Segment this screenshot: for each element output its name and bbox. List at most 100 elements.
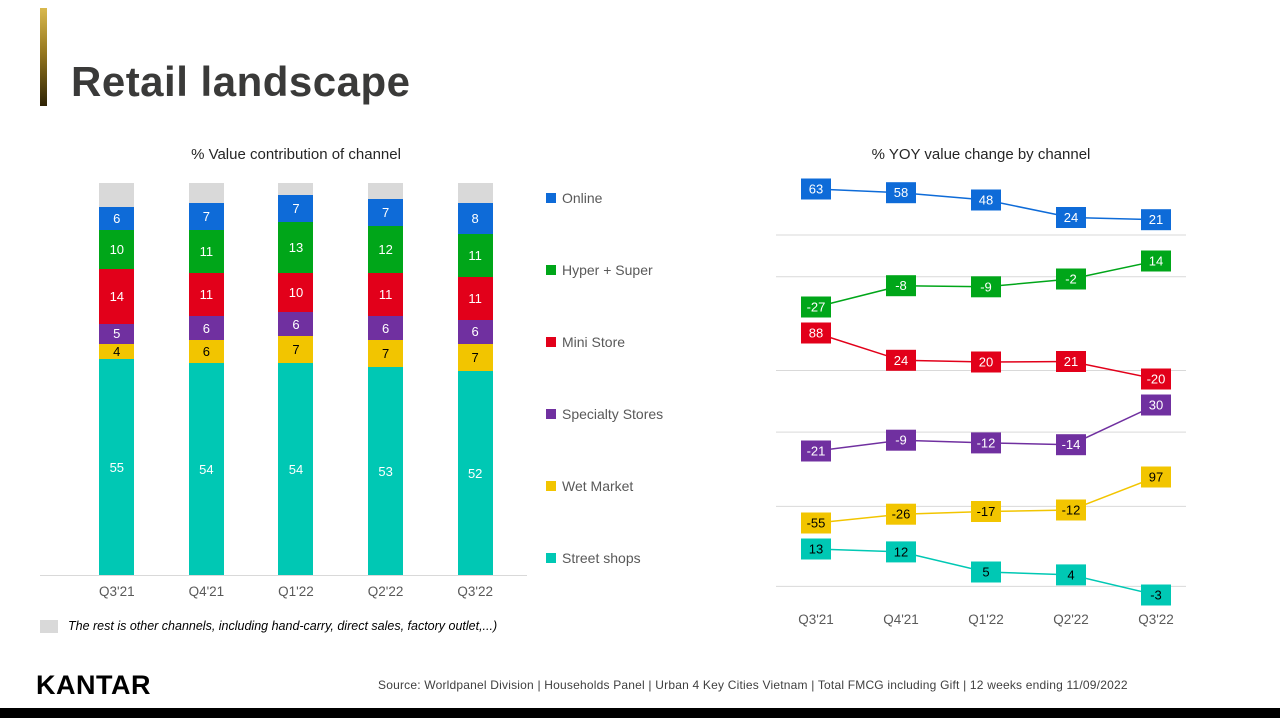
- yoy-row-specialty-stores: -21 -9 -12 -14 30: [766, 392, 1196, 464]
- bar-segment-street-shops: 54: [188, 363, 224, 575]
- bar-segment-other-channels: [188, 183, 224, 203]
- bar-segment-mini-store: 14: [99, 269, 135, 325]
- line-chart-street-shops: 13 12 5 4 -3: [776, 538, 1186, 606]
- legend-label: Specialty Stores: [562, 406, 664, 422]
- yoy-row-mini-store: 88 24 20 21 -20: [766, 320, 1196, 392]
- bar-segment-hyper-super: 12: [368, 226, 404, 274]
- data-label: -21: [807, 444, 826, 459]
- data-label-box: [1056, 351, 1086, 372]
- data-label-box: [1056, 564, 1086, 586]
- legend-label: Mini Store: [562, 334, 626, 350]
- bar-segment-other-channels: [368, 183, 404, 199]
- legend-item-specialty-stores: Specialty Stores: [546, 378, 726, 450]
- data-label-box: [886, 275, 916, 297]
- x-axis-label: Q1'22: [968, 612, 1004, 627]
- data-label: -26: [892, 507, 911, 522]
- data-label: -12: [977, 435, 996, 450]
- bar-segment-wet-market: 7: [368, 339, 404, 368]
- bar-segment-street-shops: 53: [368, 367, 404, 575]
- data-label: 97: [1149, 470, 1163, 485]
- data-label-box: [1141, 466, 1171, 488]
- yoy-change-chart: % YOY value change by channel 63 58 48 24 21…: [766, 146, 1196, 632]
- data-label: -55: [807, 516, 826, 531]
- data-label-box: [971, 432, 1001, 454]
- data-label: 21: [1064, 354, 1078, 369]
- data-label-box: [886, 503, 916, 525]
- line-chart-hyper-super: -27 -8 -9 -2 14: [776, 250, 1186, 318]
- bar-segment-wet-market: 7: [278, 335, 314, 364]
- bar-stack: 7 13 10 6 7 54: [278, 183, 314, 575]
- x-axis-label: Q2'22: [1053, 612, 1089, 627]
- legend-swatch-online: [546, 193, 556, 203]
- left-x-axis-line: [40, 575, 527, 576]
- bar-segment-specialty-stores: 6: [278, 312, 314, 336]
- channel-legend: Online Hyper + Super Mini Store Specialty S…: [546, 162, 726, 594]
- x-axis-label: Q1'22: [278, 584, 314, 599]
- legend-swatch-street-shops: [546, 553, 556, 563]
- data-label: -8: [895, 278, 907, 293]
- bar-segment-specialty-stores: 6: [457, 320, 493, 344]
- data-label-box: [971, 189, 1001, 211]
- yoy-row-online: 63 58 48 24 21: [766, 176, 1196, 248]
- data-label: -2: [1065, 272, 1077, 287]
- legend-item-online: Online: [546, 162, 726, 234]
- data-label-box: [801, 322, 831, 344]
- yoy-row-wet-market: -55 -26 -17 -12 97: [766, 464, 1196, 536]
- data-label-box: [1141, 209, 1171, 231]
- data-label: 20: [979, 355, 993, 370]
- bar-segment-street-shops: 52: [457, 371, 493, 575]
- x-axis-label: Q3'21: [798, 612, 834, 627]
- bar-segment-online: 8: [457, 202, 493, 234]
- bar-segment-online: 7: [278, 194, 314, 223]
- line-rows: 63 58 48 24 21 -27 -8 -9 -2 14 88 24 20 21 -20 -21 -9 -12…: [766, 176, 1196, 608]
- bar-stack: 7 12 11 6 7 53: [368, 183, 404, 575]
- legend-swatch-specialty-stores: [546, 409, 556, 419]
- bar-segment-hyper-super: 11: [457, 234, 493, 278]
- stacked-bars: 6 10 14 5 4 55 7 11 11 6 6 54 7 13 10 6 7 54 7 12 11 6 7 53 8 11 1…: [72, 183, 520, 575]
- yoy-row-street-shops: 13 12 5 4 -3: [766, 536, 1196, 608]
- legend-label: Street shops: [562, 550, 641, 566]
- data-label-box: [1141, 584, 1171, 606]
- x-axis-label: Q3'22: [1138, 612, 1174, 627]
- data-label: 4: [1067, 567, 1074, 582]
- bar-segment-street-shops: 55: [99, 359, 135, 575]
- bar-column-q2-22: 7 12 11 6 7 53: [341, 183, 431, 575]
- data-label: -9: [980, 279, 992, 294]
- x-axis-label: Q3'22: [457, 584, 493, 599]
- data-label: -17: [977, 504, 996, 519]
- bar-segment-other-channels: [278, 183, 314, 195]
- bar-segment-specialty-stores: 6: [368, 316, 404, 340]
- data-label-box: [886, 349, 916, 371]
- data-label: 30: [1149, 398, 1163, 413]
- bar-segment-mini-store: 10: [278, 273, 314, 313]
- bar-segment-online: 7: [188, 202, 224, 231]
- legend-swatch-mini-store: [546, 337, 556, 347]
- data-label-box: [1141, 250, 1171, 272]
- legend-label: Wet Market: [562, 478, 634, 494]
- bar-stack: 7 11 11 6 6 54: [188, 183, 224, 575]
- bar-column-q1-22: 7 13 10 6 7 54: [251, 183, 341, 575]
- data-label-box: [1141, 394, 1171, 416]
- left-chart-title: % Value contribution of channel: [191, 146, 401, 163]
- data-label-box: [801, 296, 831, 318]
- bar-column-q4-21: 7 11 11 6 6 54: [162, 183, 252, 575]
- bar-segment-specialty-stores: 5: [99, 324, 135, 344]
- data-label: -14: [1062, 437, 1081, 452]
- bar-segment-specialty-stores: 6: [188, 316, 224, 340]
- footnote: The rest is other channels, including ha…: [40, 619, 497, 633]
- data-label-box: [971, 351, 1001, 373]
- bar-segment-hyper-super: 13: [278, 222, 314, 274]
- data-label: 5: [982, 565, 989, 580]
- data-label: 24: [1064, 210, 1078, 225]
- data-label-box: [801, 512, 831, 534]
- x-axis-label: Q4'21: [188, 584, 225, 599]
- bar-segment-wet-market: 4: [99, 343, 135, 360]
- data-label: -3: [1150, 588, 1162, 603]
- bar-segment-hyper-super: 10: [99, 230, 135, 270]
- data-label-box: [1056, 268, 1086, 290]
- legend-swatch-wet-market: [546, 481, 556, 491]
- data-label: -12: [1062, 503, 1081, 518]
- data-label-box: [886, 541, 916, 563]
- bar-stack: 6 10 14 5 4 55: [99, 183, 135, 575]
